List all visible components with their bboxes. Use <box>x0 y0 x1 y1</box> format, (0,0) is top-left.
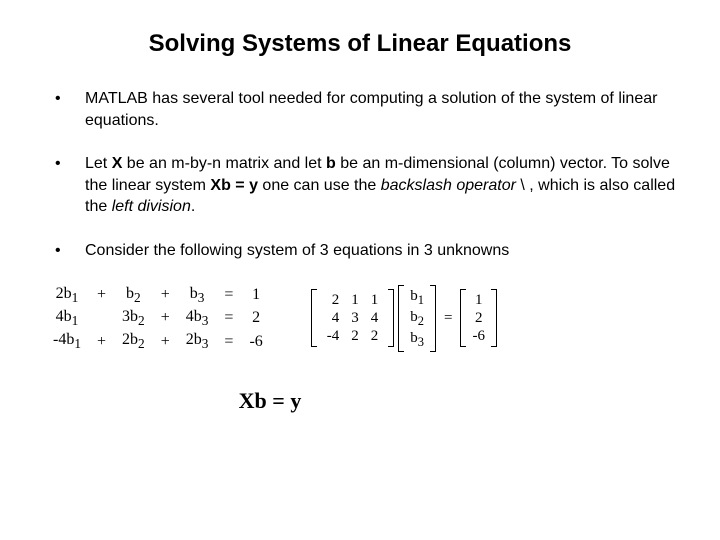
bullet-list: MATLAB has several tool needed for compu… <box>35 88 685 262</box>
vector-y: 1 2 -6 <box>460 289 497 347</box>
main-equation: Xb = y <box>35 388 685 414</box>
matrix-equation: 211 434 -422 b1 b2 b3 = <box>311 285 497 352</box>
matrix-X: 211 434 -422 <box>311 289 395 347</box>
page-title: Solving Systems of Linear Equations <box>35 30 685 58</box>
bullet-item-2: Let X be an m-by-n matrix and let b be a… <box>55 153 685 218</box>
bullet-item-1: MATLAB has several tool needed for compu… <box>55 88 685 131</box>
equation-area: 2b1 + b2 + b3 = 1 4b1 3b2 + 4b3 = 2 -4b1… <box>35 284 685 354</box>
bullet-item-3: Consider the following system of 3 equat… <box>55 240 685 262</box>
vector-b: b1 b2 b3 <box>398 285 436 352</box>
equation-system: 2b1 + b2 + b3 = 1 4b1 3b2 + 4b3 = 2 -4b1… <box>45 284 271 354</box>
equals-sign: = <box>440 310 456 327</box>
